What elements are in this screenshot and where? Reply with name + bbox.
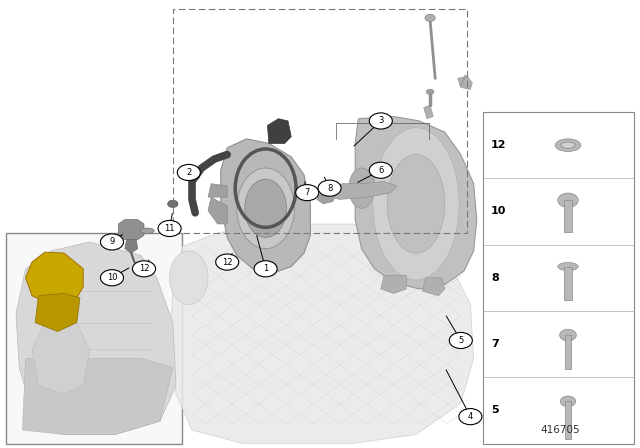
Text: 8: 8 xyxy=(491,273,499,283)
Polygon shape xyxy=(35,293,80,332)
Polygon shape xyxy=(26,252,83,305)
Ellipse shape xyxy=(349,168,374,208)
Text: 416705: 416705 xyxy=(540,425,580,435)
Text: 12: 12 xyxy=(491,140,506,150)
Text: 1: 1 xyxy=(263,264,268,273)
Circle shape xyxy=(558,193,579,207)
Text: 10: 10 xyxy=(491,207,506,216)
Bar xyxy=(483,112,634,444)
Text: 4: 4 xyxy=(468,412,473,421)
Ellipse shape xyxy=(140,228,154,233)
Text: 5: 5 xyxy=(458,336,463,345)
Ellipse shape xyxy=(561,142,575,148)
Text: 3: 3 xyxy=(378,116,383,125)
Polygon shape xyxy=(208,184,227,197)
Text: 10: 10 xyxy=(107,273,117,282)
Circle shape xyxy=(318,180,341,196)
Text: 9: 9 xyxy=(109,237,115,246)
Polygon shape xyxy=(208,197,227,224)
Circle shape xyxy=(559,329,577,341)
Text: 6: 6 xyxy=(378,166,383,175)
Circle shape xyxy=(369,162,392,178)
Circle shape xyxy=(459,409,482,425)
Polygon shape xyxy=(317,188,336,204)
Text: 12: 12 xyxy=(222,258,232,267)
Circle shape xyxy=(132,261,156,277)
Circle shape xyxy=(100,234,124,250)
Polygon shape xyxy=(118,220,144,240)
Bar xyxy=(564,267,572,300)
Polygon shape xyxy=(424,105,433,119)
Bar xyxy=(6,233,182,444)
Text: 2: 2 xyxy=(186,168,191,177)
Ellipse shape xyxy=(387,155,445,253)
Polygon shape xyxy=(22,358,173,435)
Polygon shape xyxy=(422,278,445,296)
Text: 8: 8 xyxy=(327,184,332,193)
Polygon shape xyxy=(125,240,138,253)
Ellipse shape xyxy=(244,179,287,237)
Circle shape xyxy=(449,332,472,349)
Text: 5: 5 xyxy=(491,405,499,415)
Circle shape xyxy=(216,254,239,270)
Bar xyxy=(566,401,571,439)
Text: 7: 7 xyxy=(305,188,310,197)
Circle shape xyxy=(100,270,124,286)
Polygon shape xyxy=(355,116,477,289)
Text: 11: 11 xyxy=(164,224,175,233)
Ellipse shape xyxy=(558,263,579,271)
Bar xyxy=(565,335,572,369)
Polygon shape xyxy=(32,323,90,394)
Text: 12: 12 xyxy=(139,264,149,273)
Polygon shape xyxy=(170,224,474,444)
Circle shape xyxy=(425,14,435,22)
Circle shape xyxy=(426,89,434,95)
Ellipse shape xyxy=(556,139,581,151)
Ellipse shape xyxy=(237,168,294,249)
Polygon shape xyxy=(381,276,406,293)
Polygon shape xyxy=(458,76,472,90)
Ellipse shape xyxy=(372,128,460,280)
Circle shape xyxy=(168,200,178,207)
Text: 7: 7 xyxy=(491,339,499,349)
Circle shape xyxy=(369,113,392,129)
Circle shape xyxy=(177,164,200,181)
Circle shape xyxy=(158,220,181,237)
Bar xyxy=(564,200,572,232)
Ellipse shape xyxy=(170,251,208,305)
Bar xyxy=(173,9,467,233)
Polygon shape xyxy=(326,181,397,199)
Polygon shape xyxy=(16,242,176,435)
Polygon shape xyxy=(268,119,291,143)
Circle shape xyxy=(296,185,319,201)
Circle shape xyxy=(254,261,277,277)
Polygon shape xyxy=(221,139,310,273)
Circle shape xyxy=(561,396,576,407)
